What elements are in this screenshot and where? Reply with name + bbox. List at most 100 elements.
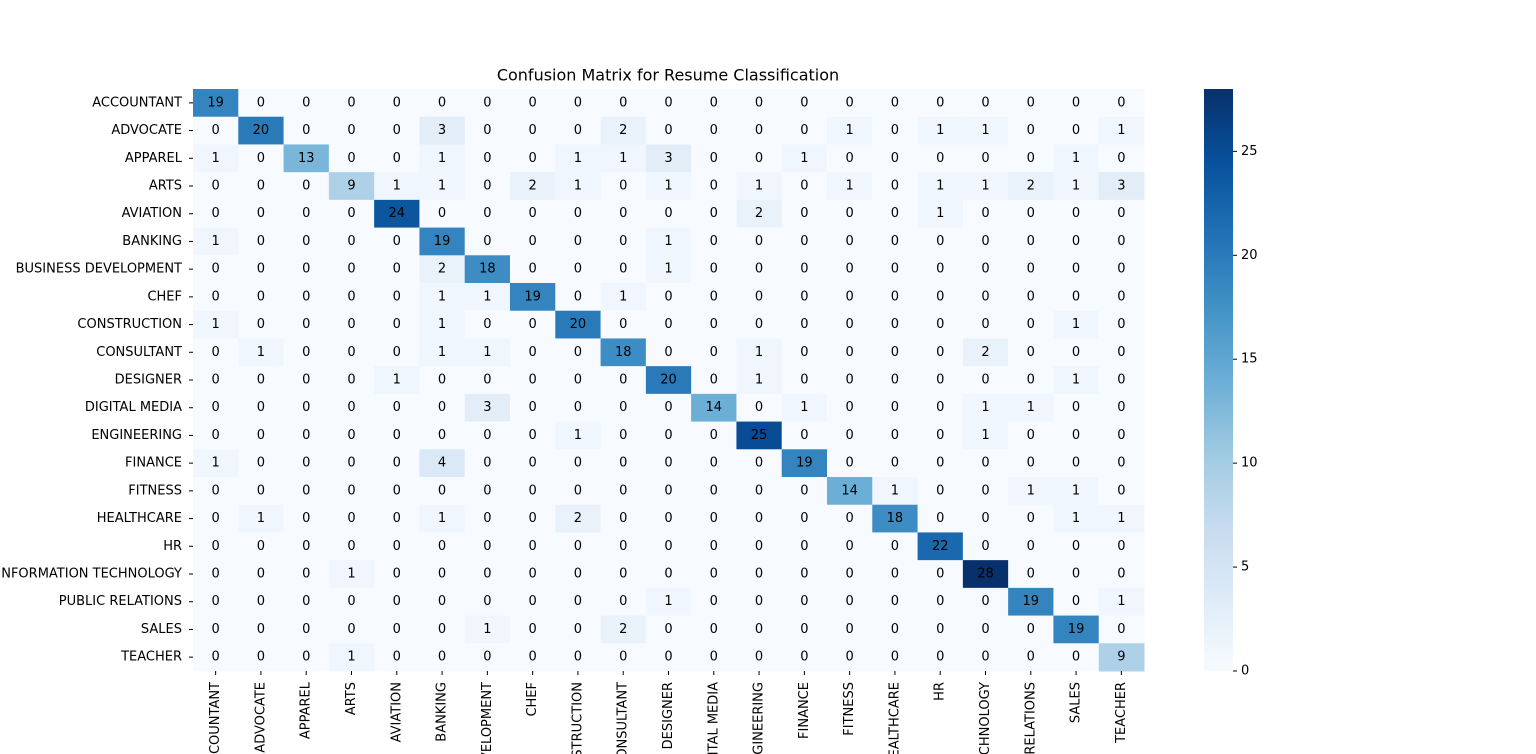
cell-label: 1 — [393, 373, 401, 388]
cell-label: 0 — [393, 456, 401, 471]
cell-label: 0 — [393, 428, 401, 443]
cell-label: 0 — [302, 206, 310, 221]
cell-label: 14 — [841, 483, 858, 498]
cell-label: 0 — [846, 594, 854, 609]
cell — [691, 89, 737, 118]
cell — [645, 255, 692, 284]
cell-label: 0 — [755, 151, 763, 166]
cell-label: 0 — [574, 650, 582, 665]
cell — [1053, 477, 1100, 506]
cell — [1053, 587, 1100, 617]
cell — [827, 615, 873, 644]
cell — [555, 366, 602, 395]
cell — [736, 643, 783, 672]
cell — [555, 338, 602, 367]
cell-label: 0 — [483, 123, 491, 138]
cell-label: 0 — [302, 428, 310, 443]
cell — [962, 338, 1009, 367]
cell — [917, 227, 964, 256]
cell-label: 0 — [846, 206, 854, 221]
cell — [238, 449, 285, 478]
cell-label: 0 — [212, 206, 220, 221]
cell-label: 14 — [706, 400, 723, 415]
cell-label: 1 — [212, 151, 220, 166]
cell-label: 0 — [846, 539, 854, 554]
cell — [1053, 504, 1100, 533]
cell — [736, 615, 783, 644]
cell — [238, 227, 285, 256]
cell — [600, 172, 647, 201]
cell — [555, 393, 602, 423]
cell-label: 0 — [664, 622, 672, 637]
cell — [555, 421, 602, 450]
cell-label: 0 — [664, 511, 672, 526]
cell-label: 0 — [529, 539, 537, 554]
cell — [1053, 643, 1100, 672]
cell-label: 0 — [393, 539, 401, 554]
cell — [691, 449, 737, 478]
cell — [1098, 199, 1145, 229]
cell — [827, 116, 873, 145]
cell-label: 0 — [981, 206, 989, 221]
cell-label: 0 — [438, 622, 446, 637]
colorbar-tick-label: 10 — [1241, 456, 1258, 471]
cell — [328, 89, 375, 118]
cell-label: 0 — [483, 234, 491, 249]
cell — [283, 199, 330, 229]
cell — [781, 227, 828, 256]
cell-label: 0 — [936, 483, 944, 498]
cell-label: 22 — [932, 539, 949, 554]
cell-label: 1 — [1072, 151, 1080, 166]
cell-label: 24 — [389, 206, 406, 221]
y-tick-label: APPAREL — [125, 151, 183, 166]
cell-label: 1 — [981, 428, 989, 443]
cell — [962, 587, 1009, 617]
cell — [238, 615, 285, 644]
cell — [781, 477, 828, 506]
cell-label: 0 — [438, 483, 446, 498]
cell — [962, 643, 1009, 672]
cell — [1098, 172, 1145, 201]
cell — [193, 89, 239, 118]
cell-label: 0 — [212, 345, 220, 360]
cell — [555, 560, 602, 589]
cell — [1053, 338, 1100, 367]
cell-label: 1 — [438, 511, 446, 526]
cell — [510, 227, 556, 256]
cell — [736, 587, 783, 617]
cell — [827, 199, 873, 229]
cell-label: 0 — [393, 262, 401, 277]
cell — [374, 587, 420, 617]
cell — [464, 449, 511, 478]
cell-label: 0 — [800, 345, 808, 360]
cell-label: 19 — [796, 456, 813, 471]
cell-label: 0 — [347, 456, 355, 471]
cell-label: 0 — [212, 483, 220, 498]
cell-label: 0 — [846, 234, 854, 249]
cell — [691, 144, 737, 173]
cell-label: 0 — [846, 567, 854, 582]
cell — [645, 199, 692, 229]
cell — [193, 477, 239, 506]
cell — [1008, 172, 1054, 201]
cell — [374, 283, 420, 312]
cell — [328, 587, 375, 617]
cell — [328, 116, 375, 145]
cell — [328, 144, 375, 173]
cell — [917, 116, 964, 145]
cell — [1008, 504, 1054, 533]
cell — [283, 393, 330, 423]
y-tick-label: FINANCE — [125, 456, 182, 471]
cell — [645, 615, 692, 644]
cell — [872, 366, 919, 395]
cell-label: 0 — [1072, 206, 1080, 221]
cell-label: 19 — [1068, 622, 1085, 637]
cell — [238, 199, 285, 229]
cell — [283, 643, 330, 672]
cell — [419, 310, 466, 339]
cell-label: 0 — [257, 456, 265, 471]
cell-label: 0 — [212, 567, 220, 582]
cell — [691, 421, 737, 450]
cell — [600, 587, 647, 617]
cell-label: 1 — [483, 622, 491, 637]
